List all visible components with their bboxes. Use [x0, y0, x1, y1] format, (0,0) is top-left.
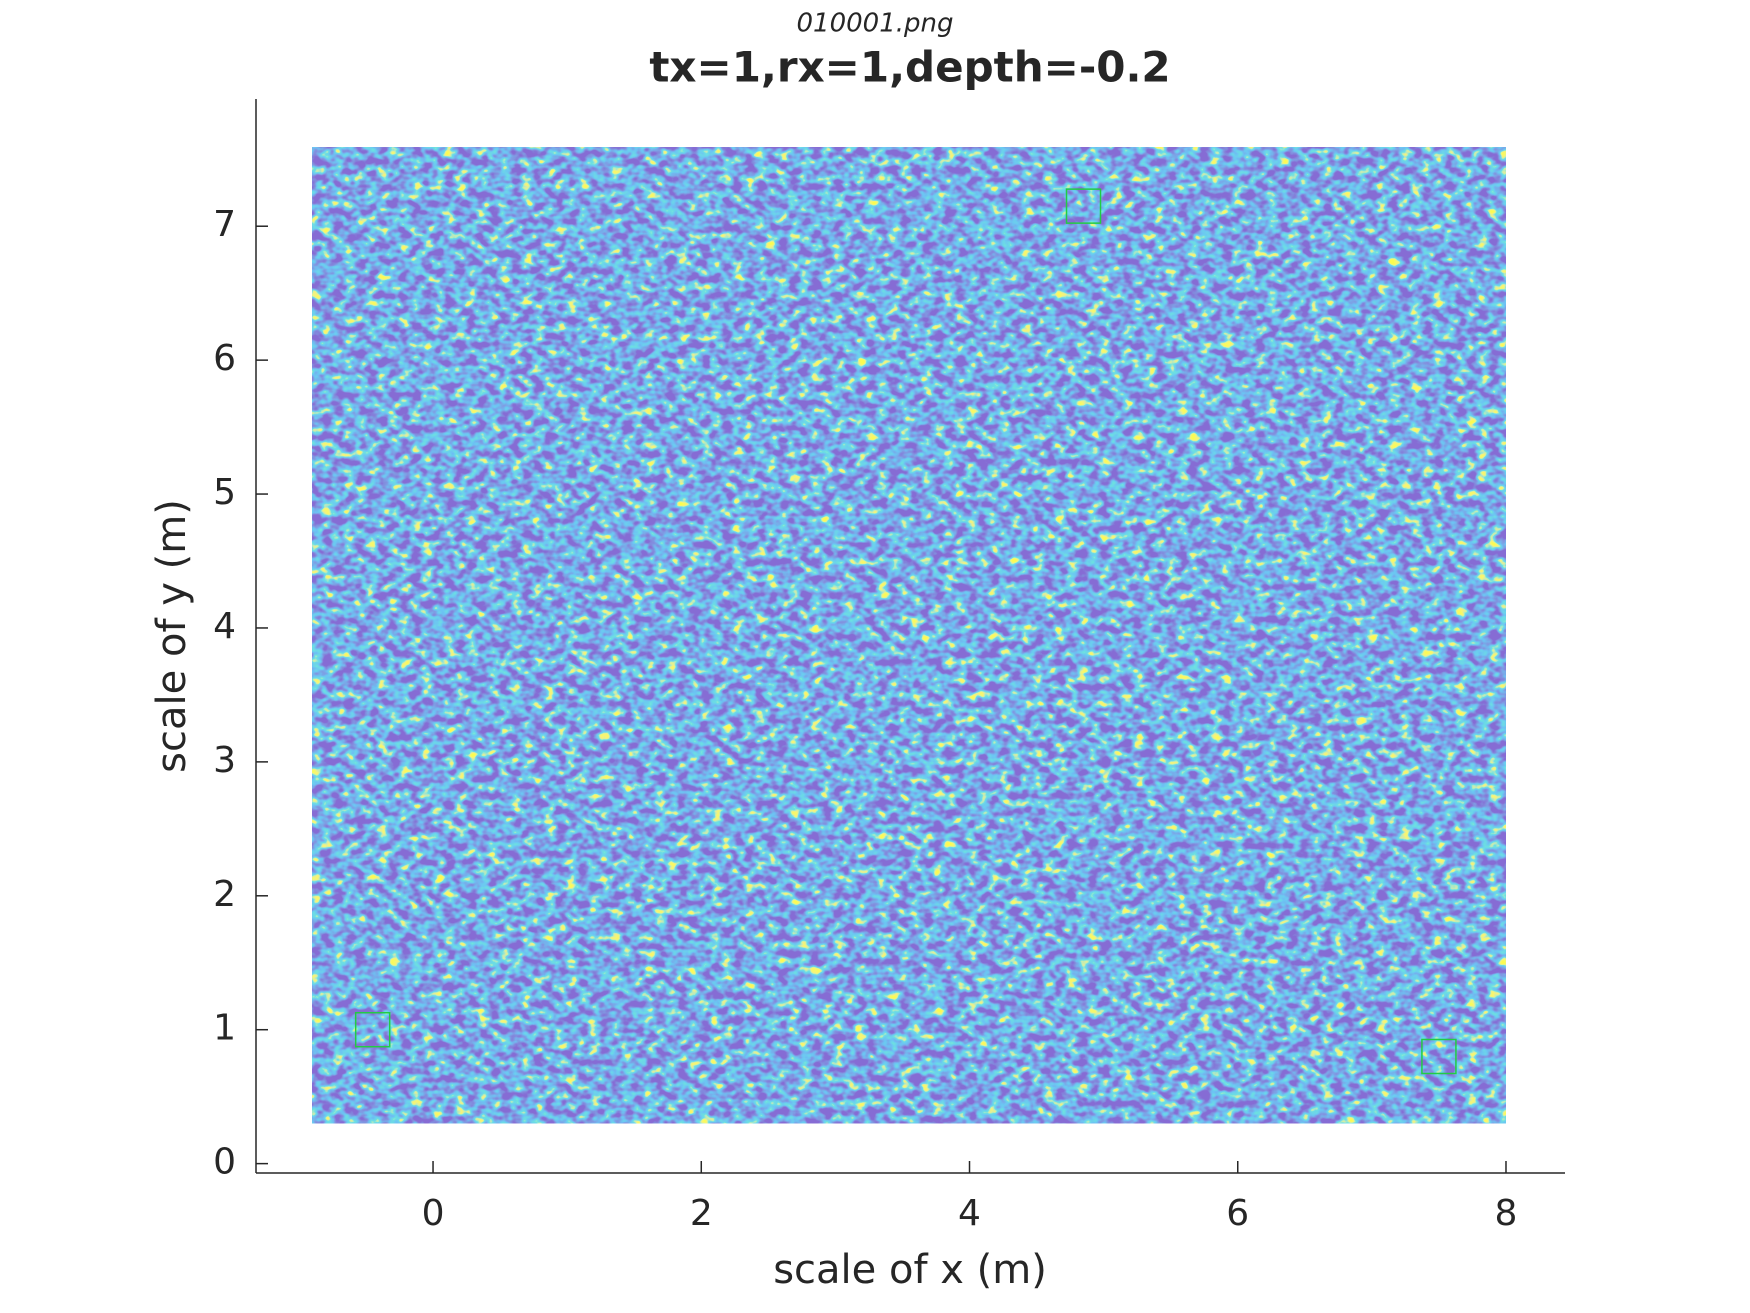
y-tick-label: 5	[213, 472, 236, 513]
x-tick-label: 0	[422, 1193, 445, 1234]
marker-box	[354, 1011, 391, 1048]
y-tick-label: 1	[213, 1008, 236, 1049]
y-tick-label: 0	[213, 1142, 236, 1183]
y-tick-label: 6	[213, 338, 236, 379]
heatmap-image	[312, 147, 1506, 1124]
subtitle: 010001.png	[796, 9, 953, 39]
y-tick-label: 4	[213, 606, 236, 647]
chart-title: tx=1,rx=1,depth=-0.2	[649, 43, 1170, 92]
y-axis-label: scale of y (m)	[149, 499, 195, 773]
y-tick-label: 2	[213, 874, 236, 915]
x-axis-label: scale of x (m)	[773, 1247, 1047, 1293]
marker-box	[1065, 188, 1102, 224]
y-tick-label: 3	[213, 740, 236, 781]
x-tick-label: 4	[958, 1193, 981, 1234]
y-tick-label: 7	[213, 204, 236, 245]
x-tick-label: 6	[1226, 1193, 1249, 1234]
x-tick-label: 8	[1495, 1193, 1518, 1234]
x-tick-label: 2	[690, 1193, 713, 1234]
marker-box	[1421, 1038, 1457, 1075]
